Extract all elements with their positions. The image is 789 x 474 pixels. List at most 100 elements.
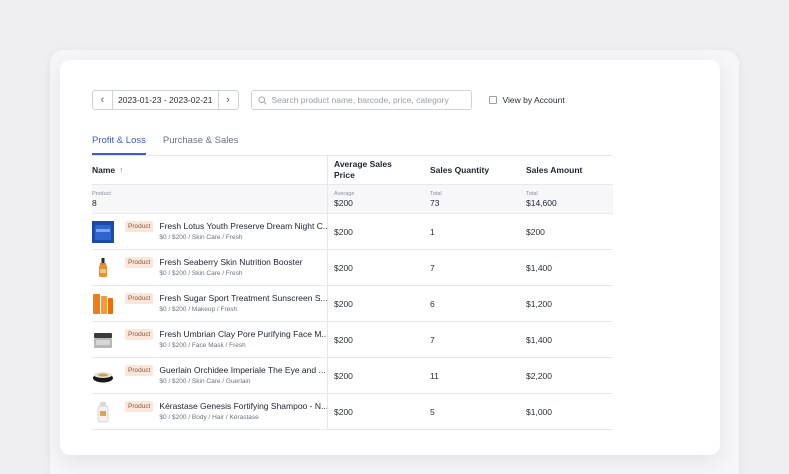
table-row[interactable]: Product Fresh Seaberry Skin Nutrition Bo…	[92, 250, 613, 286]
average-summary-cell: Average $200	[328, 185, 424, 213]
quantity-cell: 5	[430, 406, 435, 417]
table-row[interactable]: Product Guerlain Orchidee Imperiale The …	[92, 358, 613, 394]
orange-tubes-icon	[93, 293, 113, 314]
quantity-column-header: Sales Quantity	[424, 156, 520, 184]
product-meta: $0 / $200 / Body / Hair / Kérastase	[159, 413, 259, 421]
product-name[interactable]: Fresh Seaberry Skin Nutrition Booster	[159, 256, 303, 267]
product-badge: Product	[125, 257, 154, 268]
quantity-cell: 11	[430, 370, 439, 381]
dark-round-jar-icon	[93, 371, 113, 382]
view-by-account-toggle[interactable]: View by Account	[488, 95, 565, 105]
product-name[interactable]: Fresh Sugar Sport Treatment Sunscreen S.…	[159, 292, 327, 303]
grey-jar-icon	[94, 332, 112, 348]
quantity-total-value: 73	[430, 197, 440, 208]
product-count-cell: Product 8	[92, 185, 328, 213]
quantity-cell: 1	[430, 226, 435, 237]
product-name[interactable]: Fresh Lotus Youth Preserve Dream Night C…	[159, 220, 327, 231]
product-cell: Product Guerlain Orchidee Imperiale The …	[92, 358, 328, 393]
summary-row: Product 8 Average $200 Total 73 Total $1…	[92, 185, 613, 214]
product-meta: $0 / $200 / Skin Care / Fresh	[159, 233, 243, 241]
product-info: Fresh Umbrian Clay Pore Purifying Face M…	[159, 329, 327, 351]
blue-jar-icon	[92, 220, 114, 243]
product-cell: Product Fresh Sugar Sport Treatment Suns…	[92, 286, 328, 321]
search-icon	[257, 95, 267, 105]
product-name[interactable]: Kérastase Genesis Fortifying Shampoo - N…	[159, 400, 327, 411]
product-badge: Product	[125, 401, 154, 412]
product-info: Kérastase Genesis Fortifying Shampoo - N…	[159, 401, 327, 423]
product-thumbnail	[92, 365, 114, 387]
product-thumbnail	[92, 401, 114, 423]
product-count-value: 8	[92, 197, 97, 208]
next-period-button[interactable]: ›	[217, 91, 238, 109]
sales-table: Name ↑ Average Sales Price Sales Quantit…	[92, 156, 613, 430]
avg-price-cell: $200	[334, 406, 353, 417]
table-row[interactable]: Product Kérastase Genesis Fortifying Sha…	[92, 394, 613, 430]
product-info: Fresh Sugar Sport Treatment Sunscreen S.…	[159, 293, 327, 315]
tab-purchase-sales[interactable]: Purchase & Sales	[162, 135, 239, 146]
name-column-header[interactable]: Name ↑	[92, 156, 328, 184]
report-card: ‹ 2023-01-23 - 2023-02-21 › View by Acco…	[60, 60, 720, 455]
product-thumbnail	[92, 220, 114, 243]
average-summary-label: Average	[334, 190, 355, 197]
amount-cell: $1,400	[526, 262, 552, 273]
name-header-label: Name	[92, 165, 116, 175]
table-row[interactable]: Product Fresh Sugar Sport Treatment Suns…	[92, 286, 613, 322]
product-badge: Product	[125, 329, 154, 340]
sort-ascending-icon[interactable]: ↑	[119, 165, 124, 175]
product-cell: Product Fresh Umbrian Clay Pore Purifyin…	[92, 322, 328, 357]
product-info: Fresh Seaberry Skin Nutrition Booster $0…	[159, 257, 302, 279]
search-input[interactable]	[271, 95, 462, 105]
product-meta: $0 / $200 / Skin Care / Guerlain	[159, 377, 251, 385]
chevron-right-icon: ›	[226, 94, 230, 106]
quantity-total-label: Total	[430, 190, 442, 197]
amount-header-label: Sales Amount	[526, 165, 583, 175]
white-bottle-icon	[97, 401, 109, 422]
product-thumbnail	[92, 329, 114, 351]
avg-price-column-header: Average Sales Price	[328, 156, 424, 184]
avg-price-header-label: Average Sales Price	[334, 159, 392, 180]
amount-cell: $1,000	[526, 406, 552, 417]
product-badge: Product	[125, 293, 154, 304]
amount-total-cell: Total $14,600	[520, 185, 613, 213]
quantity-cell: 7	[430, 262, 435, 273]
table-header-row: Name ↑ Average Sales Price Sales Quantit…	[92, 156, 613, 185]
amount-cell: $2,200	[526, 370, 552, 381]
amount-cell: $200	[526, 226, 545, 237]
product-cell: Product Kérastase Genesis Fortifying Sha…	[92, 394, 328, 429]
orange-dropper-bottle-icon	[99, 257, 107, 277]
avg-price-cell: $200	[334, 370, 353, 381]
product-info: Guerlain Orchidee Imperiale The Eye and …	[159, 365, 325, 387]
product-thumbnail	[92, 293, 114, 315]
toolbar: ‹ 2023-01-23 - 2023-02-21 › View by Acco…	[92, 90, 565, 110]
table-row[interactable]: Product Fresh Umbrian Clay Pore Purifyin…	[92, 322, 613, 358]
tab-profit-loss[interactable]: Profit & Loss	[92, 134, 146, 155]
product-meta: $0 / $200 / Makeup / Fresh	[159, 305, 238, 313]
amount-total-value: $14,600	[526, 197, 557, 208]
product-cell: Product Fresh Lotus Youth Preserve Dream…	[92, 214, 328, 249]
amount-cell: $1,200	[526, 298, 552, 309]
product-meta: $0 / $200 / Face Mask / Fresh	[159, 341, 246, 349]
product-meta: $0 / $200 / Skin Care / Fresh	[159, 269, 243, 277]
view-by-account-label: View by Account	[502, 95, 565, 105]
product-name[interactable]: Guerlain Orchidee Imperiale The Eye and …	[159, 364, 326, 375]
report-tabs: Profit & Loss Purchase & Sales	[92, 134, 613, 156]
date-range-picker: ‹ 2023-01-23 - 2023-02-21 ›	[92, 90, 239, 110]
quantity-cell: 7	[430, 334, 435, 345]
product-badge: Product	[125, 365, 154, 376]
product-count-label: Product	[92, 190, 111, 197]
amount-total-label: Total	[526, 190, 538, 197]
quantity-total-cell: Total 73	[424, 185, 520, 213]
average-summary-value: $200	[334, 197, 353, 208]
table-row[interactable]: Product Fresh Lotus Youth Preserve Dream…	[92, 214, 613, 250]
avg-price-cell: $200	[334, 298, 353, 309]
date-range-text[interactable]: 2023-01-23 - 2023-02-21	[118, 95, 213, 105]
quantity-header-label: Sales Quantity	[430, 165, 490, 175]
previous-period-button[interactable]: ‹	[93, 91, 113, 109]
amount-column-header: Sales Amount	[520, 156, 613, 184]
avg-price-cell: $200	[334, 226, 353, 237]
view-by-account-checkbox[interactable]	[488, 96, 497, 104]
product-name[interactable]: Fresh Umbrian Clay Pore Purifying Face M…	[159, 328, 327, 339]
product-thumbnail	[92, 257, 114, 279]
product-info: Fresh Lotus Youth Preserve Dream Night C…	[159, 221, 327, 243]
search-box	[250, 90, 472, 110]
